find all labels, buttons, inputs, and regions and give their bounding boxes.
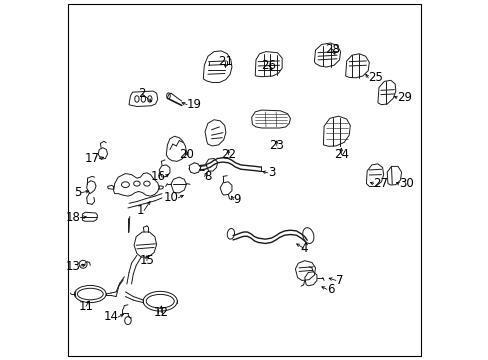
Text: 15: 15	[139, 254, 154, 267]
Text: 13: 13	[65, 260, 80, 273]
Text: 5: 5	[74, 186, 81, 199]
Text: 6: 6	[326, 283, 334, 296]
Text: 27: 27	[373, 177, 388, 190]
Text: 11: 11	[79, 300, 93, 313]
Text: 30: 30	[398, 177, 413, 190]
Text: 3: 3	[267, 166, 275, 179]
Text: 14: 14	[103, 310, 118, 324]
Text: 9: 9	[233, 193, 241, 206]
Text: 17: 17	[84, 152, 99, 165]
Text: 8: 8	[204, 170, 211, 183]
Text: 10: 10	[163, 192, 178, 204]
Text: 2: 2	[138, 87, 146, 100]
Text: 16: 16	[150, 170, 165, 183]
Text: 28: 28	[324, 42, 339, 55]
Text: 20: 20	[179, 148, 193, 161]
Text: 22: 22	[221, 148, 235, 161]
Text: 25: 25	[367, 71, 382, 84]
Text: 23: 23	[269, 139, 284, 152]
Text: 7: 7	[335, 274, 343, 287]
Text: 18: 18	[65, 211, 80, 224]
Text: 26: 26	[261, 59, 276, 72]
Text: 1: 1	[136, 204, 144, 217]
Text: 21: 21	[218, 55, 232, 68]
Text: 29: 29	[396, 91, 411, 104]
Text: 4: 4	[299, 242, 307, 255]
Text: 12: 12	[154, 306, 168, 319]
Text: 24: 24	[333, 148, 348, 161]
Text: 19: 19	[187, 98, 202, 111]
